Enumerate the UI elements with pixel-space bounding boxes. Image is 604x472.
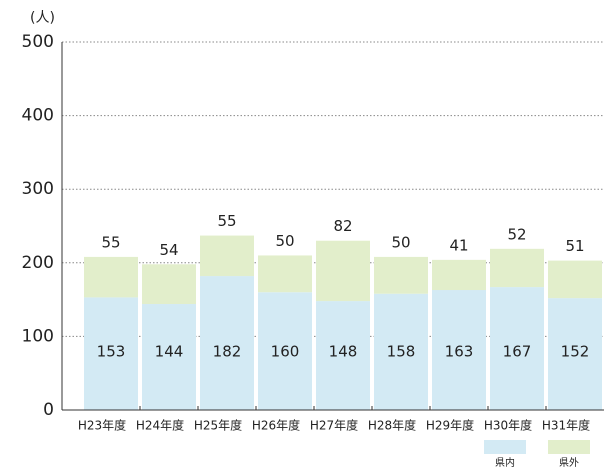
x-tick-label: H27年度 <box>310 418 358 433</box>
bar-segment <box>374 293 428 410</box>
value-label: 152 <box>561 343 590 361</box>
y-tick-label: 300 <box>22 179 54 199</box>
value-label: 160 <box>271 343 300 361</box>
value-label: 54 <box>159 241 178 259</box>
value-label: 55 <box>101 233 120 251</box>
x-tick-label: H29年度 <box>426 418 474 433</box>
bar-segment <box>432 290 486 410</box>
x-tick-label: H25年度 <box>194 418 242 433</box>
x-tick-label: H24年度 <box>136 418 184 433</box>
legend-swatch <box>484 440 526 454</box>
x-tick-label: H28年度 <box>368 418 416 433</box>
bar-segment <box>316 301 370 410</box>
value-label: 50 <box>391 233 410 251</box>
value-label: 50 <box>275 232 294 250</box>
legend-swatch <box>548 440 590 454</box>
y-tick-label: 200 <box>22 253 54 273</box>
bar-segment <box>84 256 138 298</box>
bar-segment <box>142 304 196 410</box>
legend-label: 県内 <box>495 456 515 469</box>
bar-segment <box>374 256 428 294</box>
value-label: 163 <box>445 343 474 361</box>
y-tick-label: 100 <box>22 326 54 346</box>
value-label: 148 <box>329 343 358 361</box>
bar-segment <box>548 260 602 299</box>
y-tick-label: 400 <box>22 106 54 126</box>
value-label: 182 <box>213 343 242 361</box>
value-label: 153 <box>97 343 126 361</box>
value-label: 82 <box>333 217 352 235</box>
bar-segment <box>258 255 312 293</box>
bar-segment <box>258 292 312 410</box>
value-label: 52 <box>507 225 526 243</box>
bar-segment <box>490 248 544 288</box>
x-tick-label: H26年度 <box>252 418 300 433</box>
value-label: 51 <box>565 237 584 255</box>
x-tick-label: H31年度 <box>542 418 590 433</box>
x-tick-label: H23年度 <box>78 418 126 433</box>
bar-segment <box>316 240 370 302</box>
bar-segment <box>200 276 254 410</box>
value-label: 144 <box>155 343 184 361</box>
bar-segment <box>200 235 254 277</box>
bar-segment <box>490 287 544 410</box>
value-label: 55 <box>217 212 236 230</box>
y-tick-label: 500 <box>22 32 54 52</box>
bar-segment <box>142 264 196 305</box>
legend-label: 県外 <box>559 457 579 469</box>
y-tick-label: 0 <box>43 400 54 420</box>
bar-segment <box>84 297 138 410</box>
bar-segment <box>432 259 486 291</box>
value-label: 41 <box>449 236 468 254</box>
unit-label: (人) <box>30 10 55 26</box>
value-label: 167 <box>503 343 532 361</box>
x-tick-label: H30年度 <box>484 418 532 433</box>
value-label: 158 <box>387 343 416 361</box>
bar-segment <box>548 298 602 410</box>
